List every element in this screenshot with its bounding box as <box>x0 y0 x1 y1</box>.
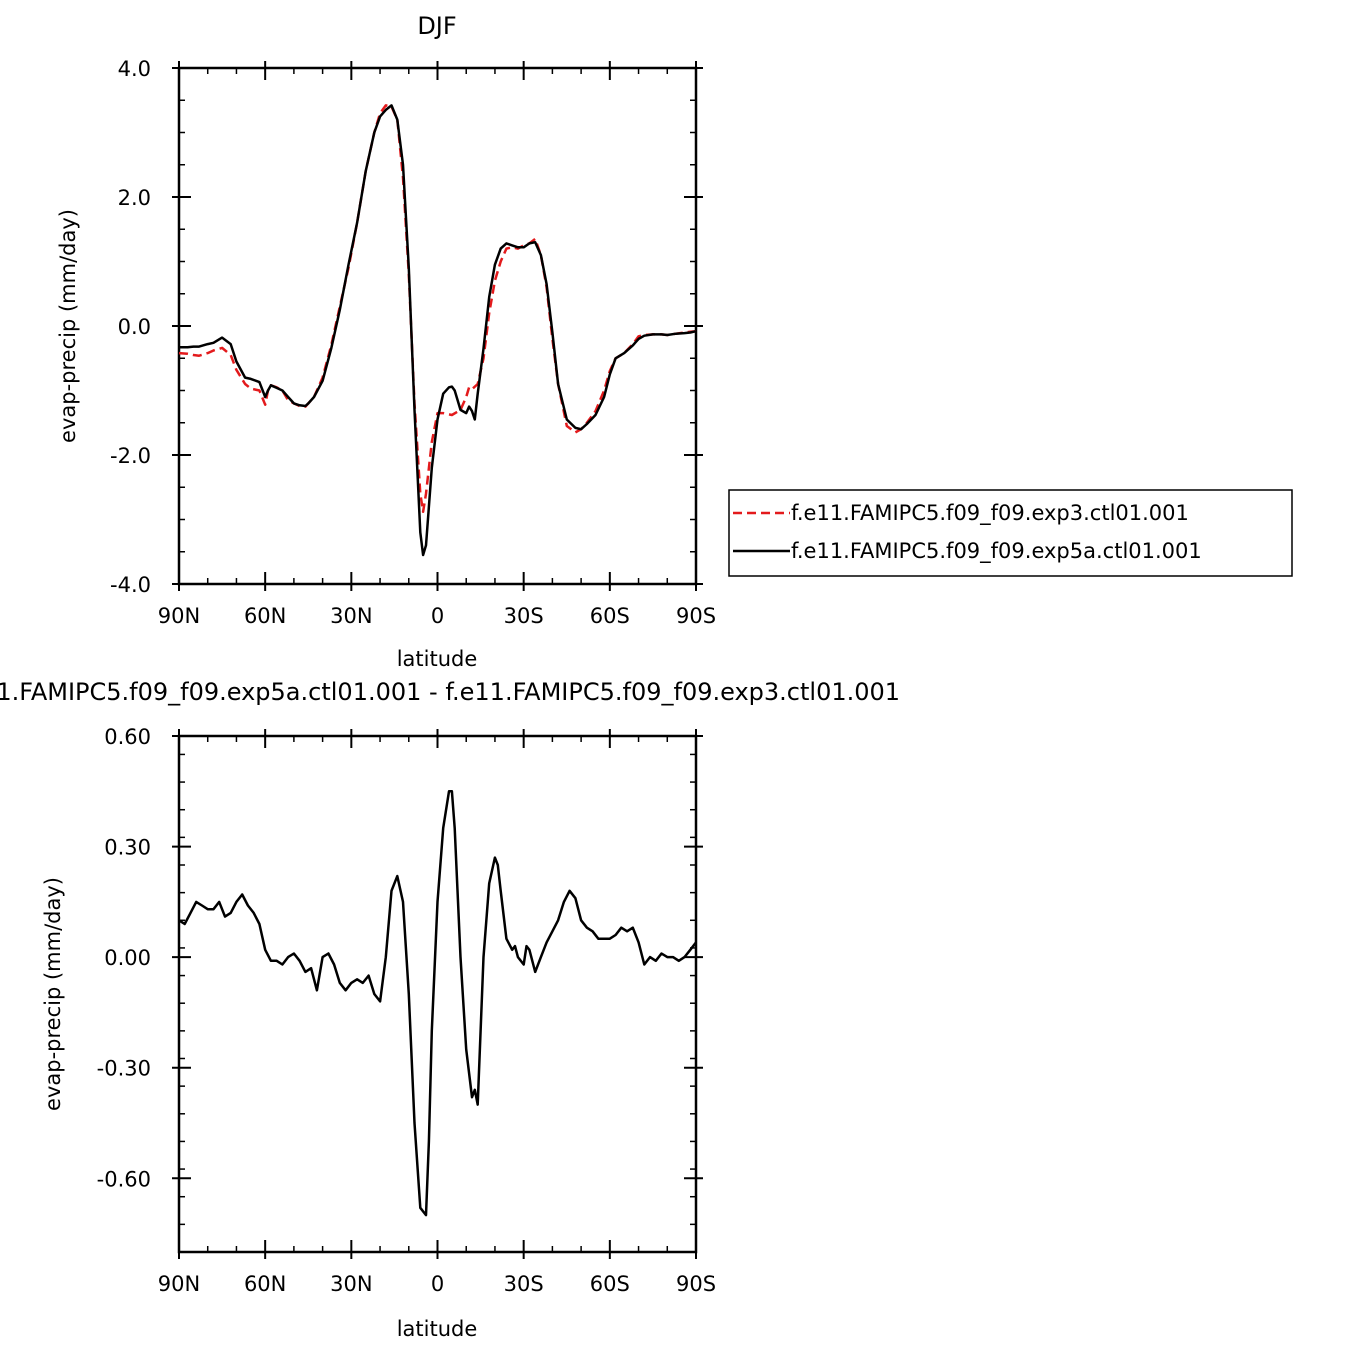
top-x-tick-label: 60S <box>590 604 630 628</box>
top-series-line-1 <box>179 104 697 557</box>
top-y-tick-label: -2.0 <box>110 444 151 468</box>
top-chart-title: DJF <box>417 12 456 40</box>
top-y-tick-label: 4.0 <box>118 57 151 81</box>
bottom-y-tick-label: 0.60 <box>104 725 151 749</box>
bottom-y-tick-label: -0.60 <box>97 1167 151 1191</box>
top-series-line-0 <box>178 104 697 514</box>
top-panel: 90N 60N 30N 0 30S 60S 90S -4.0 -2.0 0.0 2.0 4.0 <box>110 57 716 628</box>
top-x-tick-label: 30N <box>330 604 372 628</box>
legend: f.e11.FAMIPC5.f09_f09.exp3.ctl01.001 f.e… <box>728 489 1293 577</box>
top-y-tick-label: 0.0 <box>118 315 151 339</box>
bottom-x-axis-label: latitude <box>397 1317 478 1341</box>
bottom-y-tick-label: -0.30 <box>97 1057 151 1081</box>
bottom-y-tick-label: 0.30 <box>104 836 151 860</box>
bottom-y-tick-label: 0.00 <box>104 946 151 970</box>
bottom-x-tick-label: 60N <box>244 1272 286 1296</box>
bottom-x-tick-label: 90S <box>676 1272 716 1296</box>
bottom-x-tick-label: 90N <box>158 1272 200 1296</box>
bottom-plot-frame <box>177 734 698 1254</box>
top-x-tick-label: 90N <box>158 604 200 628</box>
top-x-tick-label: 60N <box>244 604 286 628</box>
legend-label-exp5a: f.e11.FAMIPC5.f09_f09.exp5a.ctl01.001 <box>791 539 1202 564</box>
top-x-axis-label: latitude <box>397 647 478 671</box>
bottom-x-tick-label: 0 <box>431 1272 444 1296</box>
bottom-chart-title: f.e11.FAMIPC5.f09_f09.exp5a.ctl01.001 - … <box>0 678 900 706</box>
bottom-x-tick-label: 60S <box>590 1272 630 1296</box>
bottom-x-tick-label: 30S <box>504 1272 544 1296</box>
bottom-x-tick-label: 30N <box>330 1272 372 1296</box>
top-x-tick-label: 0 <box>431 604 444 628</box>
top-y-tick-label: -4.0 <box>110 573 151 597</box>
top-y-axis-label: evap-precip (mm/day) <box>56 209 80 443</box>
bottom-y-axis-label: evap-precip (mm/day) <box>41 877 65 1111</box>
legend-label-exp3: f.e11.FAMIPC5.f09_f09.exp3.ctl01.001 <box>791 501 1189 526</box>
top-plot-frame <box>177 66 698 586</box>
top-x-tick-label: 90S <box>676 604 716 628</box>
bottom-series-line-0 <box>178 790 697 1217</box>
top-x-tick-label: 30S <box>504 604 544 628</box>
top-y-tick-label: 2.0 <box>118 186 151 210</box>
bottom-panel: 90N 60N 30N 0 30S 60S 90S -0.60 -0.30 0.00 0.30 0.6… <box>97 725 716 1296</box>
legend-box <box>728 489 1293 577</box>
